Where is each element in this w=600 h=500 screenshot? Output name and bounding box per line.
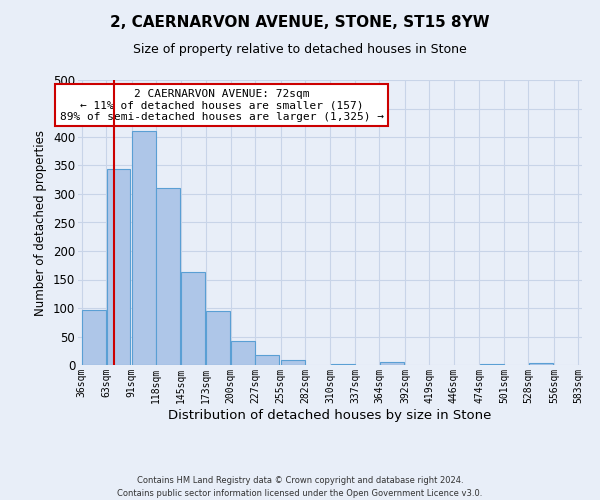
Bar xyxy=(82,310,106,365)
Bar xyxy=(529,364,553,365)
Bar xyxy=(107,170,130,365)
Bar xyxy=(480,364,503,365)
Bar xyxy=(256,354,279,365)
Y-axis label: Number of detached properties: Number of detached properties xyxy=(34,130,47,316)
Bar xyxy=(331,364,355,365)
Bar xyxy=(157,188,180,365)
Text: Contains HM Land Registry data © Crown copyright and database right 2024.
Contai: Contains HM Land Registry data © Crown c… xyxy=(118,476,482,498)
Text: Size of property relative to detached houses in Stone: Size of property relative to detached ho… xyxy=(133,42,467,56)
Bar xyxy=(380,362,404,365)
Bar xyxy=(132,130,156,365)
Text: 2, CAERNARVON AVENUE, STONE, ST15 8YW: 2, CAERNARVON AVENUE, STONE, ST15 8YW xyxy=(110,15,490,30)
X-axis label: Distribution of detached houses by size in Stone: Distribution of detached houses by size … xyxy=(169,408,491,422)
Bar xyxy=(281,360,305,365)
Text: 2 CAERNARVON AVENUE: 72sqm
← 11% of detached houses are smaller (157)
89% of sem: 2 CAERNARVON AVENUE: 72sqm ← 11% of deta… xyxy=(59,88,383,122)
Bar xyxy=(181,272,205,365)
Bar xyxy=(231,341,255,365)
Bar xyxy=(206,311,230,365)
